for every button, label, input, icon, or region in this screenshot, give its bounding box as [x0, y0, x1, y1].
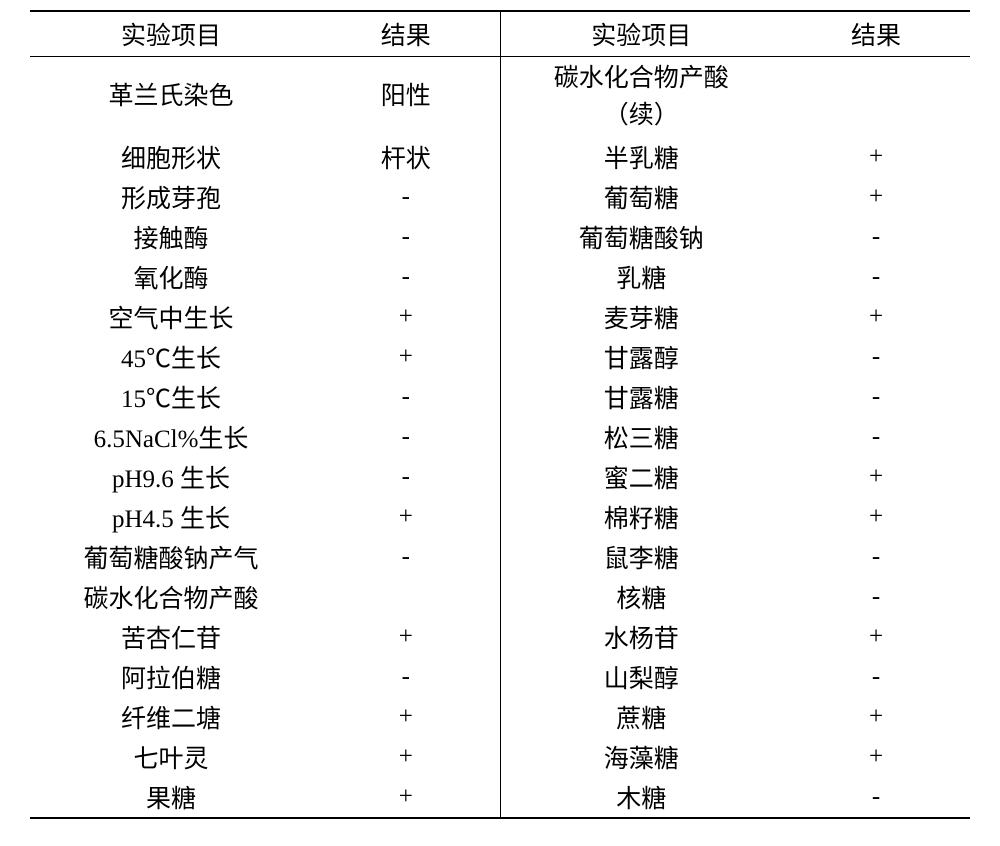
cell-left-result: + — [312, 497, 500, 537]
cell-right-item: 葡萄糖酸钠 — [500, 217, 782, 257]
cell-left-item: 6.5NaCl%生长 — [30, 417, 312, 457]
cell-right-item: 松三糖 — [500, 417, 782, 457]
cell-right-result: + — [782, 457, 970, 497]
cell-left-result: - — [312, 177, 500, 217]
cell-right-result: + — [782, 297, 970, 337]
table-row: 6.5NaCl%生长-松三糖- — [30, 417, 970, 457]
cell-left-item: 空气中生长 — [30, 297, 312, 337]
cell-right-result: - — [782, 577, 970, 617]
table-row: 氧化酶-乳糖- — [30, 257, 970, 297]
cell-left-result: - — [312, 457, 500, 497]
table-row: 阿拉伯糖-山梨醇- — [30, 657, 970, 697]
table-body: 革兰氏染色阳性碳水化合物产酸（续）细胞形状杆状半乳糖+形成芽孢-葡萄糖+接触酶-… — [30, 57, 970, 819]
table-row: 45℃生长+甘露醇- — [30, 337, 970, 377]
cell-left-result: 阳性 — [312, 57, 500, 138]
cell-left-result: + — [312, 617, 500, 657]
cell-left-result: - — [312, 217, 500, 257]
cell-right-result: - — [782, 777, 970, 818]
cell-left-item: 接触酶 — [30, 217, 312, 257]
cell-right-item: 葡萄糖 — [500, 177, 782, 217]
cell-right-item: 甘露糖 — [500, 377, 782, 417]
cell-right-item: 水杨苷 — [500, 617, 782, 657]
cell-right-item: 海藻糖 — [500, 737, 782, 777]
cell-right-item: 核糖 — [500, 577, 782, 617]
cell-right-result: - — [782, 337, 970, 377]
cell-left-item: 形成芽孢 — [30, 177, 312, 217]
header-right-result: 结果 — [782, 11, 970, 57]
table-row: 革兰氏染色阳性碳水化合物产酸（续） — [30, 57, 970, 138]
cell-left-result: - — [312, 417, 500, 457]
cell-right-result: - — [782, 377, 970, 417]
cell-right-result: + — [782, 617, 970, 657]
cell-right-item: 乳糖 — [500, 257, 782, 297]
cell-left-result: + — [312, 337, 500, 377]
cell-left-item: 革兰氏染色 — [30, 57, 312, 138]
cell-right-result: - — [782, 257, 970, 297]
cell-left-item: pH4.5 生长 — [30, 497, 312, 537]
experiment-results-table: 实验项目 结果 实验项目 结果 革兰氏染色阳性碳水化合物产酸（续）细胞形状杆状半… — [30, 10, 970, 819]
cell-left-item: 阿拉伯糖 — [30, 657, 312, 697]
cell-right-item: 棉籽糖 — [500, 497, 782, 537]
cell-left-result: + — [312, 737, 500, 777]
cell-left-item: 氧化酶 — [30, 257, 312, 297]
table-row: 形成芽孢-葡萄糖+ — [30, 177, 970, 217]
cell-right-item: 鼠李糖 — [500, 537, 782, 577]
table-row: 葡萄糖酸钠产气-鼠李糖- — [30, 537, 970, 577]
cell-right-result: + — [782, 497, 970, 537]
cell-left-result: + — [312, 697, 500, 737]
table-row: 纤维二塘+蔗糖+ — [30, 697, 970, 737]
cell-right-item: 半乳糖 — [500, 137, 782, 177]
cell-left-item: 七叶灵 — [30, 737, 312, 777]
cell-left-item: 细胞形状 — [30, 137, 312, 177]
cell-right-item: 碳水化合物产酸（续） — [500, 57, 782, 138]
table-row: pH9.6 生长-蜜二糖+ — [30, 457, 970, 497]
cell-left-item: 苦杏仁苷 — [30, 617, 312, 657]
cell-right-result — [782, 57, 970, 138]
table-row: pH4.5 生长+棉籽糖+ — [30, 497, 970, 537]
table-row: 15℃生长-甘露糖- — [30, 377, 970, 417]
cell-right-result: + — [782, 697, 970, 737]
cell-left-item: pH9.6 生长 — [30, 457, 312, 497]
cell-right-item: 蜜二糖 — [500, 457, 782, 497]
table-header-row: 实验项目 结果 实验项目 结果 — [30, 11, 970, 57]
cell-right-item: 山梨醇 — [500, 657, 782, 697]
cell-right-result: + — [782, 137, 970, 177]
table-row: 果糖+木糖- — [30, 777, 970, 818]
cell-right-item: 蔗糖 — [500, 697, 782, 737]
header-right-item: 实验项目 — [500, 11, 782, 57]
table-row: 碳水化合物产酸 核糖- — [30, 577, 970, 617]
table-row: 七叶灵+海藻糖+ — [30, 737, 970, 777]
cell-right-item: 甘露醇 — [500, 337, 782, 377]
table-row: 接触酶-葡萄糖酸钠- — [30, 217, 970, 257]
cell-left-result: + — [312, 297, 500, 337]
table-container: 实验项目 结果 实验项目 结果 革兰氏染色阳性碳水化合物产酸（续）细胞形状杆状半… — [0, 0, 1000, 829]
cell-left-item: 葡萄糖酸钠产气 — [30, 537, 312, 577]
cell-left-result — [312, 577, 500, 617]
table-row: 空气中生长+麦芽糖+ — [30, 297, 970, 337]
cell-right-result: + — [782, 177, 970, 217]
cell-left-item: 果糖 — [30, 777, 312, 818]
cell-left-result: + — [312, 777, 500, 818]
cell-right-result: - — [782, 217, 970, 257]
cell-right-result: - — [782, 657, 970, 697]
cell-left-result: 杆状 — [312, 137, 500, 177]
header-left-result: 结果 — [312, 11, 500, 57]
table-row: 细胞形状杆状半乳糖+ — [30, 137, 970, 177]
cell-left-item: 纤维二塘 — [30, 697, 312, 737]
cell-left-item: 碳水化合物产酸 — [30, 577, 312, 617]
cell-right-item: 麦芽糖 — [500, 297, 782, 337]
header-left-item: 实验项目 — [30, 11, 312, 57]
cell-left-item: 15℃生长 — [30, 377, 312, 417]
cell-left-result: - — [312, 537, 500, 577]
table-row: 苦杏仁苷+水杨苷+ — [30, 617, 970, 657]
cell-left-result: - — [312, 657, 500, 697]
cell-left-result: - — [312, 377, 500, 417]
cell-right-result: + — [782, 737, 970, 777]
cell-right-result: - — [782, 417, 970, 457]
cell-right-item: 木糖 — [500, 777, 782, 818]
cell-right-result: - — [782, 537, 970, 577]
cell-left-result: - — [312, 257, 500, 297]
cell-left-item: 45℃生长 — [30, 337, 312, 377]
